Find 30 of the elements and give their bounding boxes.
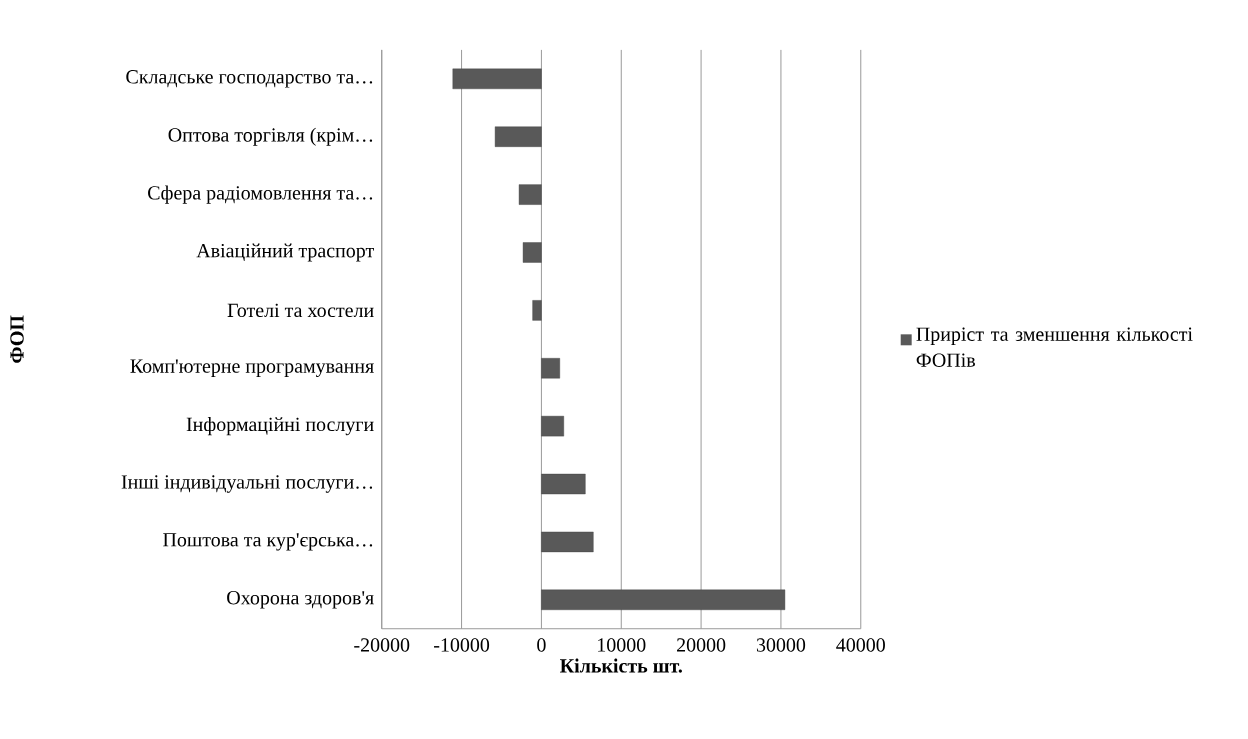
bar — [522, 242, 542, 263]
y-tick-label: Охорона здоров'я — [227, 591, 374, 609]
bar — [532, 300, 542, 321]
x-tick-label: 20000 — [677, 638, 726, 652]
bar — [541, 416, 564, 437]
y-tick-label: Сфера радіомовлення та… — [148, 185, 373, 204]
x-tick-label: 0 — [537, 638, 546, 652]
x-tick-label: 30000 — [756, 638, 806, 652]
legend-label: Приріст та зменшення кількості ФОПів — [916, 327, 1193, 368]
x-tick-label: -20000 — [354, 638, 410, 652]
y-tick-label: Поштова та кур'єрська… — [163, 533, 373, 551]
x-axis-title: Кількість шт. — [560, 658, 682, 673]
y-axis-title: ФОП — [10, 315, 24, 364]
bar — [494, 126, 542, 148]
bar — [518, 184, 542, 206]
bar — [541, 589, 786, 611]
bar — [541, 474, 586, 495]
x-tick-label: -10000 — [434, 638, 490, 652]
y-tick-label: Складське господарство та… — [126, 70, 373, 88]
y-tick-label: Готелі та хостели — [227, 303, 374, 318]
y-tick-label: Інші індивідуальні послуги… — [121, 475, 373, 494]
y-tick-label: Комп'ютерне програмування — [130, 359, 374, 378]
bar — [541, 358, 560, 379]
y-tick-label: Інформаційні послуги — [186, 417, 374, 436]
bar — [541, 531, 594, 553]
x-tick-label: 40000 — [836, 638, 885, 652]
y-tick-label: Авіаційний траспорт — [196, 243, 374, 262]
bar — [452, 68, 542, 90]
y-tick-label: Оптова торгівля (крім… — [168, 127, 373, 146]
x-tick-label: 10000 — [598, 638, 646, 652]
